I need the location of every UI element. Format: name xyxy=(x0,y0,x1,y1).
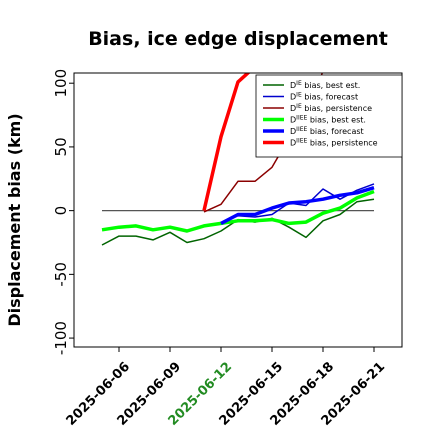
legend-entry-label: DIE bias, best est. xyxy=(290,80,360,90)
series-line-6 xyxy=(202,73,251,211)
legend-entry-label: DIE bias, forecast xyxy=(290,92,358,102)
y-tick-label: -100 xyxy=(52,321,70,355)
y-tick-label: 0 xyxy=(52,206,70,216)
y-tick-label: 50 xyxy=(52,137,70,156)
chart-title: Bias, ice edge displacement xyxy=(88,28,388,50)
plot-frame xyxy=(73,72,403,348)
legend: DIE bias, best est. DIE bias, forecastDIE… xyxy=(255,74,403,158)
legend-entry-label: DIE bias, persistence xyxy=(290,103,372,113)
legend-entry-label: DIIEE bias, best est. xyxy=(290,115,366,125)
legend-entry-label: DIIEE bias, persistence xyxy=(290,138,378,148)
legend-entry-label: DIIEE bias, forecast xyxy=(290,126,364,136)
series-line-5 xyxy=(220,186,375,225)
y-tick-label: 100 xyxy=(52,69,70,98)
y-tick-label: -50 xyxy=(52,262,70,287)
y-axis-label: Displacement bias (km) xyxy=(5,113,24,326)
series-line-4 xyxy=(101,189,375,233)
